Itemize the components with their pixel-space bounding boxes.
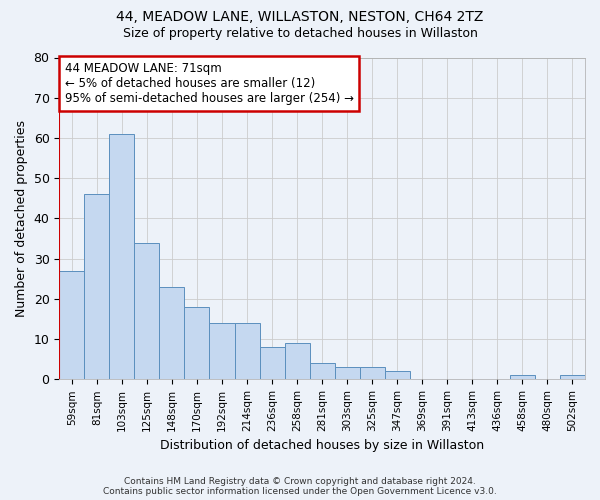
Y-axis label: Number of detached properties: Number of detached properties bbox=[15, 120, 28, 317]
Bar bbox=[209, 323, 235, 380]
Bar bbox=[134, 242, 160, 380]
Bar bbox=[59, 270, 85, 380]
Bar bbox=[335, 368, 359, 380]
Bar bbox=[260, 347, 284, 380]
Text: 44 MEADOW LANE: 71sqm
← 5% of detached houses are smaller (12)
95% of semi-detac: 44 MEADOW LANE: 71sqm ← 5% of detached h… bbox=[65, 62, 353, 106]
Bar bbox=[385, 372, 410, 380]
Bar bbox=[160, 287, 184, 380]
Bar bbox=[510, 376, 535, 380]
X-axis label: Distribution of detached houses by size in Willaston: Distribution of detached houses by size … bbox=[160, 440, 484, 452]
Text: Contains HM Land Registry data © Crown copyright and database right 2024.: Contains HM Land Registry data © Crown c… bbox=[124, 477, 476, 486]
Bar bbox=[184, 307, 209, 380]
Bar bbox=[560, 376, 585, 380]
Bar bbox=[85, 194, 109, 380]
Bar bbox=[109, 134, 134, 380]
Text: Contains public sector information licensed under the Open Government Licence v3: Contains public sector information licen… bbox=[103, 487, 497, 496]
Text: Size of property relative to detached houses in Willaston: Size of property relative to detached ho… bbox=[122, 28, 478, 40]
Bar bbox=[235, 323, 260, 380]
Bar bbox=[310, 363, 335, 380]
Text: 44, MEADOW LANE, WILLASTON, NESTON, CH64 2TZ: 44, MEADOW LANE, WILLASTON, NESTON, CH64… bbox=[116, 10, 484, 24]
Bar bbox=[359, 368, 385, 380]
Bar bbox=[284, 343, 310, 380]
